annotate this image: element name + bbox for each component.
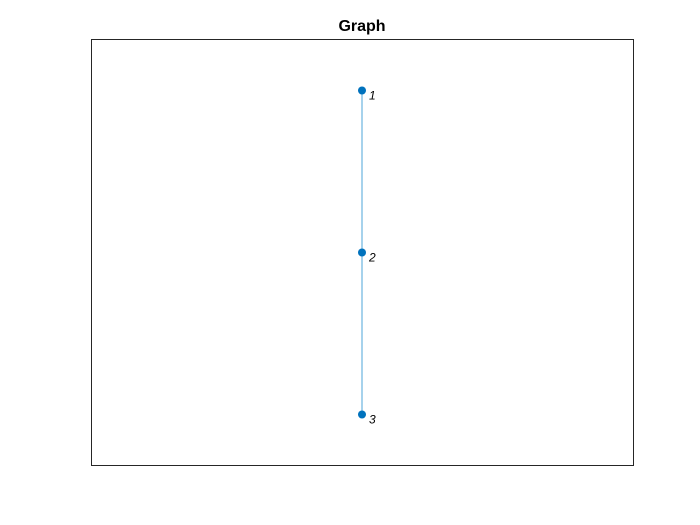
node-label-3: 3 xyxy=(369,413,376,427)
node-3 xyxy=(358,410,366,419)
labels-layer: 1 2 3 xyxy=(368,89,376,427)
node-1 xyxy=(358,86,366,95)
graph-title: Graph xyxy=(338,18,385,35)
node-label-2: 2 xyxy=(368,251,376,265)
node-2 xyxy=(358,248,366,257)
node-label-1: 1 xyxy=(369,89,376,103)
nodes-layer xyxy=(358,86,366,419)
